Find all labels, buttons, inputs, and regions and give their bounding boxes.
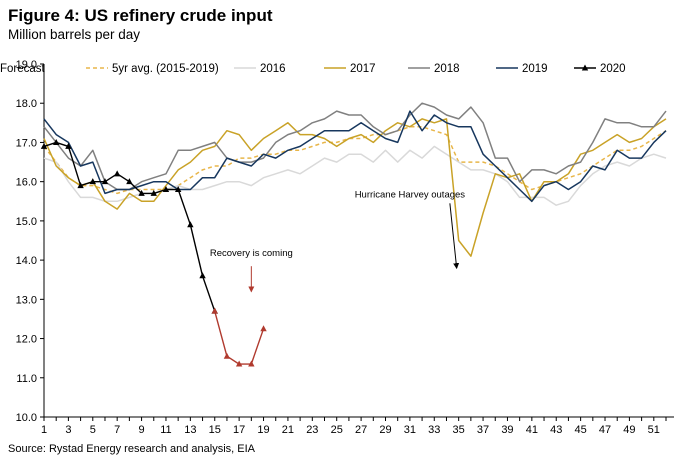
data-point-marker xyxy=(174,186,182,193)
x-tick-label: 13 xyxy=(184,424,196,436)
legend-marker xyxy=(581,64,589,71)
x-tick-label: 15 xyxy=(209,424,221,436)
data-point-marker xyxy=(52,138,60,145)
x-tick-label: 31 xyxy=(404,424,416,436)
x-tick-label: 51 xyxy=(648,424,660,436)
y-tick-label: 16.0 xyxy=(16,177,37,189)
data-point-marker xyxy=(138,189,145,196)
x-tick-label: 43 xyxy=(550,424,562,436)
data-point-marker xyxy=(77,182,84,189)
source-note: Source: Rystad Energy research and analy… xyxy=(8,443,256,455)
chart-axes: 19.0 18.0 17.0 16.0 15.0 14.0 13.0 12.0 11.0 10.0… xyxy=(16,59,674,436)
data-point-marker xyxy=(187,221,194,228)
data-point-marker xyxy=(235,360,243,367)
x-tick-label: 45 xyxy=(575,424,587,436)
x-tick-label: 29 xyxy=(379,424,391,436)
series-line-2019 xyxy=(43,110,667,203)
data-point-marker xyxy=(248,360,255,367)
legend-label: Forecast xyxy=(0,63,46,75)
series-line-2017 xyxy=(43,118,667,257)
x-tick-label: 41 xyxy=(526,424,538,436)
x-tick-label: 33 xyxy=(428,424,440,436)
chart-subtitle: Million barrels per day xyxy=(8,27,141,42)
x-tick-label: 23 xyxy=(306,424,318,436)
series-line-2018 xyxy=(43,102,667,191)
x-tick-label: 7 xyxy=(114,424,120,436)
y-tick-label: 13.0 xyxy=(16,294,37,306)
y-tick-label: 15.0 xyxy=(16,216,37,228)
x-tick-label: 9 xyxy=(139,424,145,436)
x-tick-label: 49 xyxy=(623,424,635,436)
legend-label: 2017 xyxy=(350,63,376,75)
y-tick-label: 19.0 xyxy=(16,59,37,71)
y-tick-label: 14.0 xyxy=(16,255,37,267)
data-point-marker xyxy=(126,178,133,185)
y-tick-label: 12.0 xyxy=(16,334,37,346)
annotation-text: Recovery is coming xyxy=(210,248,293,259)
x-tick-label: 11 xyxy=(160,424,171,436)
series-line-forecast xyxy=(214,310,265,365)
data-point-marker xyxy=(101,178,109,185)
x-tick-label: 35 xyxy=(453,424,465,436)
legend-label: 2020 xyxy=(600,63,626,75)
data-point-marker xyxy=(223,352,231,359)
y-tick-label: 18.0 xyxy=(16,98,37,110)
chart-annotations: Recovery is coming Hurricane Harvey outag… xyxy=(210,189,466,293)
chart-markers xyxy=(40,138,267,367)
legend-label: 2018 xyxy=(434,63,460,75)
y-tick-label: 11.0 xyxy=(16,373,37,385)
annotation-arrow xyxy=(449,203,460,270)
data-point-marker xyxy=(65,142,72,149)
x-tick-label: 5 xyxy=(90,424,96,436)
data-point-marker xyxy=(260,325,267,332)
data-point-marker xyxy=(211,307,218,314)
x-tick-label: 39 xyxy=(501,424,513,436)
legend-label: 5yr avg. (2015-2019) xyxy=(112,63,219,75)
legend-label: 2016 xyxy=(260,63,286,75)
data-point-marker xyxy=(199,272,206,279)
data-point-marker xyxy=(162,186,170,193)
data-point-marker xyxy=(113,170,121,177)
x-tick-label: 21 xyxy=(282,424,294,436)
x-tick-label: 19 xyxy=(257,424,269,436)
y-tick-label: 17.0 xyxy=(16,137,37,149)
legend-label: 2019 xyxy=(522,63,548,75)
x-tick-label: 17 xyxy=(233,424,245,436)
chart-legend: 5yr avg. (2015-2019) 2016 2017 2018 2019 2020… xyxy=(0,63,626,75)
x-tick-label: 1 xyxy=(41,424,47,436)
x-tick-label: 37 xyxy=(477,424,489,436)
y-tick-label: 10.0 xyxy=(16,412,37,424)
x-tick-label: 27 xyxy=(355,424,367,436)
annotation-text: Hurricane Harvey outages xyxy=(355,189,466,200)
data-point-marker xyxy=(89,178,96,185)
x-tick-label: 25 xyxy=(331,424,343,436)
x-tick-label: 3 xyxy=(65,424,71,436)
x-tick-label: 47 xyxy=(599,424,611,436)
data-point-marker xyxy=(40,142,48,149)
chart-series xyxy=(43,102,667,365)
chart-title: Figure 4: US refinery crude input xyxy=(8,6,273,25)
data-point-marker xyxy=(150,189,157,196)
